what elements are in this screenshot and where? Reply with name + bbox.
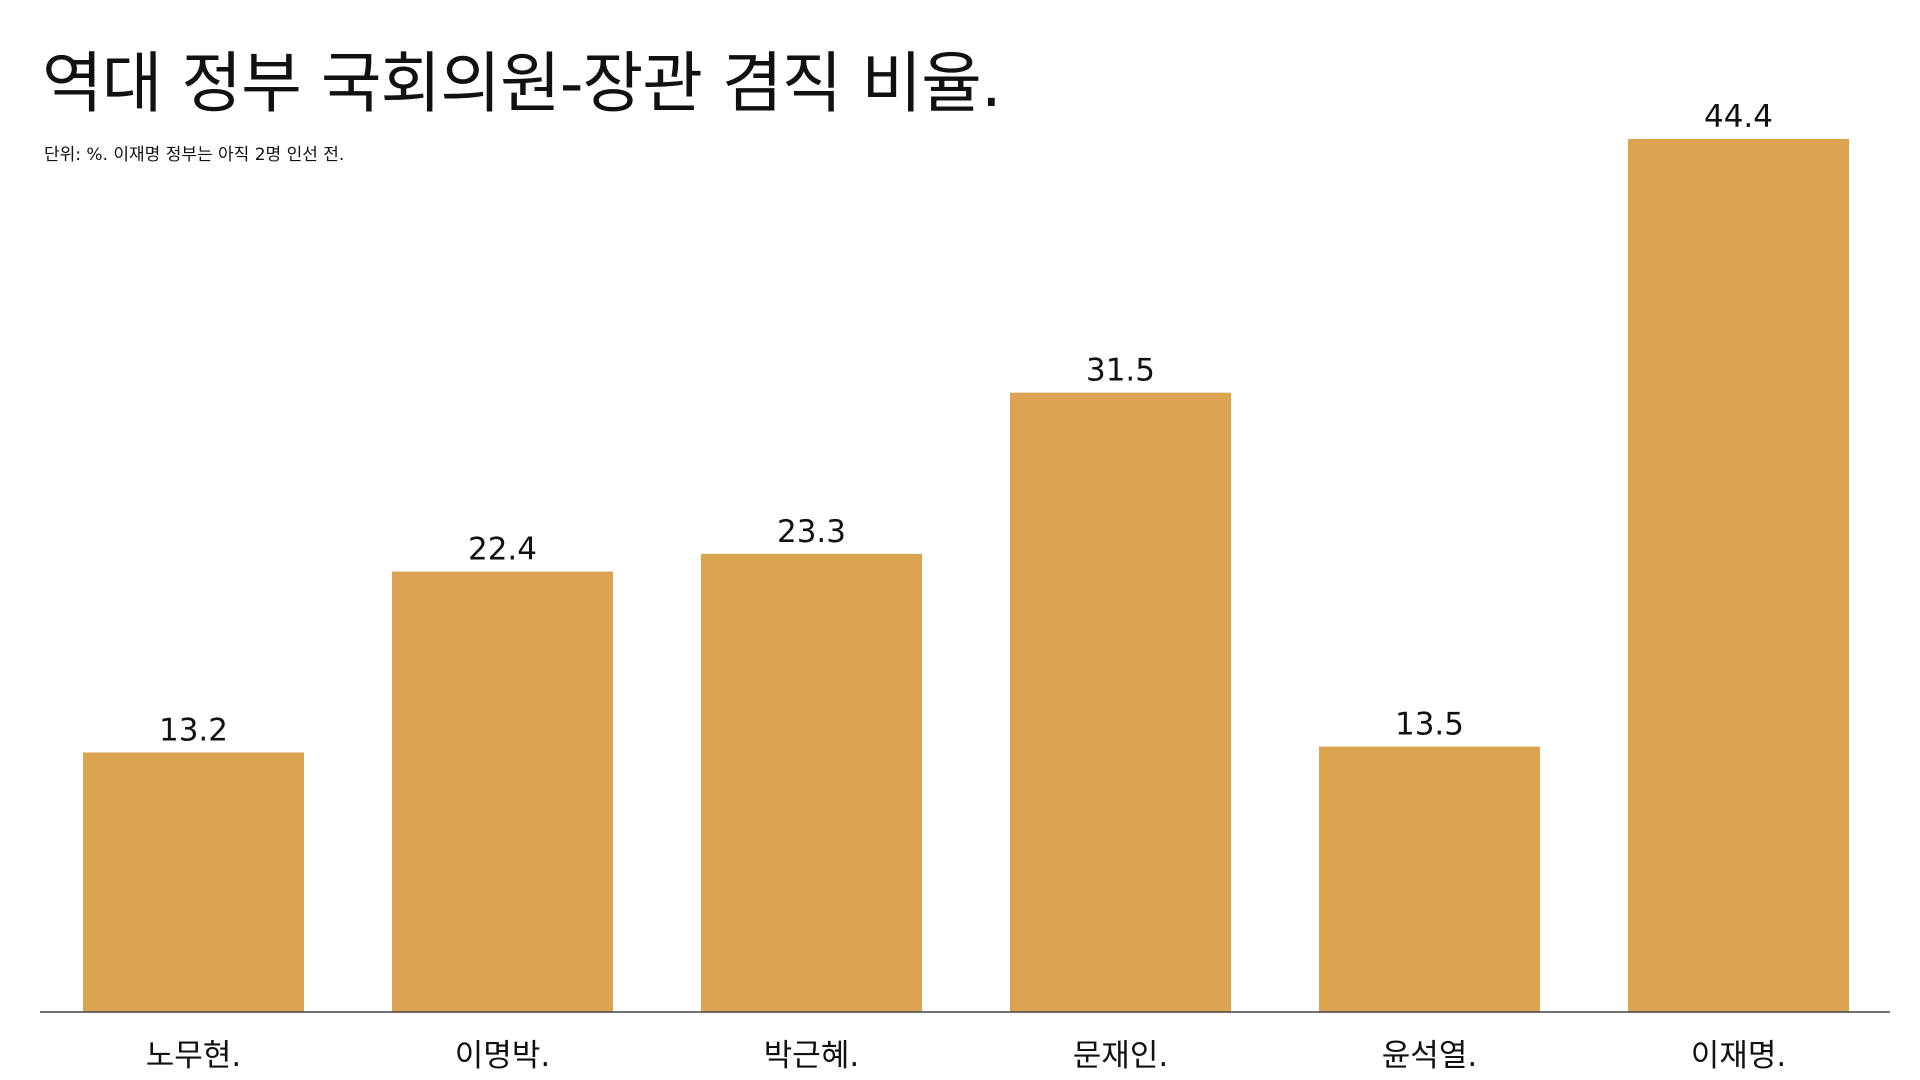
bar-value-label: 13.2 <box>159 712 228 748</box>
x-tick-label: 이재명. <box>1691 1038 1786 1074</box>
x-tick-label: 박근혜. <box>764 1038 859 1074</box>
chart-title: 역대 정부 국회의원-장관 겸직 비율. <box>42 45 1002 122</box>
bar-value-label: 22.4 <box>468 532 537 568</box>
x-tick-label: 노무현. <box>146 1038 241 1074</box>
x-tick-label: 문재인. <box>1073 1038 1168 1074</box>
bar-value-label: 31.5 <box>1086 353 1155 389</box>
bar <box>392 571 613 1012</box>
chart-subtitle: 단위: %. 이재명 정부는 아직 2명 인선 전. <box>44 145 345 165</box>
bar <box>1628 139 1849 1012</box>
bar-value-label: 23.3 <box>777 514 846 550</box>
bar <box>701 553 922 1012</box>
bar-value-label: 44.4 <box>1704 99 1773 135</box>
x-tick-label: 윤석열. <box>1382 1038 1477 1074</box>
bar-value-label: 13.5 <box>1395 707 1464 743</box>
bar <box>1010 392 1231 1012</box>
bar <box>1319 746 1540 1012</box>
x-tick-label: 이명박. <box>455 1038 550 1074</box>
bar <box>83 752 304 1012</box>
